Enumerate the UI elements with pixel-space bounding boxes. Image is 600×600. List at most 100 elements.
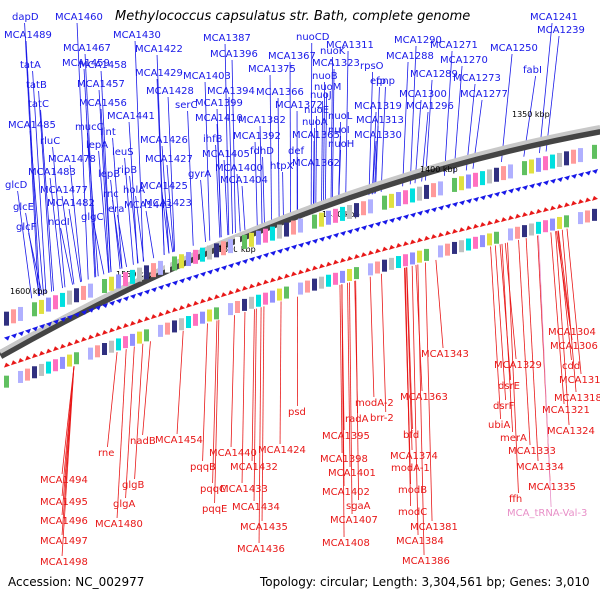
- feature-block: [81, 349, 86, 362]
- feature-block: [25, 304, 30, 319]
- forward-feature-arrow: [256, 254, 262, 260]
- reverse-gene-label: radA: [345, 414, 369, 425]
- reverse-feature-arrow: [305, 267, 311, 273]
- forward-gene-leader-line: [444, 50, 453, 176]
- forward-gene-label: MCA1426: [140, 135, 188, 146]
- feature-block: [319, 276, 324, 289]
- reverse-gene-leader-line: [339, 284, 343, 454]
- forward-gene-leader-lines: [17, 22, 560, 299]
- forward-gene-leader-line: [134, 40, 144, 262]
- reverse-gene-label: pqqB: [190, 462, 216, 473]
- forward-gene-leader-line: [331, 68, 335, 205]
- feature-block: [116, 274, 121, 289]
- reverse-gene-leader-line: [261, 306, 265, 522]
- forward-gene-label: MCA1250: [490, 43, 538, 54]
- feature-block: [186, 252, 191, 267]
- reverse-feature-arrow: [473, 223, 479, 229]
- reverse-gene-leader-line: [504, 243, 517, 360]
- forward-gene-label: tatB: [26, 80, 47, 91]
- reverse-feature-arrow: [60, 343, 66, 349]
- feature-block: [214, 307, 219, 320]
- reverse-gene-leader-line: [134, 343, 144, 480]
- feature-block: [284, 222, 289, 237]
- feature-block: [515, 162, 520, 177]
- feature-block: [277, 288, 282, 301]
- feature-block: [312, 214, 317, 229]
- reverse-feature-arrow: [522, 212, 528, 218]
- reverse-feature-arrow: [550, 205, 556, 211]
- forward-gene-label: MCA1427: [145, 154, 193, 165]
- feature-block: [298, 218, 303, 233]
- feature-block: [151, 327, 156, 340]
- reverse-feature-arrow: [319, 263, 325, 269]
- reverse-feature-arrow: [235, 287, 241, 293]
- feature-block: [445, 243, 450, 256]
- feature-block: [452, 241, 457, 254]
- feature-block: [67, 354, 72, 367]
- reverse-gene-leader-line: [507, 242, 519, 494]
- forward-gene-leader-line: [52, 146, 66, 288]
- reverse-gene-leader-line: [406, 267, 413, 451]
- forward-gene-leader-line: [204, 81, 211, 241]
- feature-block: [487, 233, 492, 246]
- reverse-gene-leader-line: [555, 231, 570, 426]
- forward-gene-leader-line: [24, 22, 39, 297]
- forward-gene-leader-line: [83, 68, 96, 278]
- forward-feature-arrow: [333, 232, 339, 238]
- feature-block: [32, 366, 37, 379]
- feature-block: [585, 146, 590, 161]
- forward-gene-leader-line: [241, 185, 246, 231]
- reverse-gene-label: cdd: [562, 361, 580, 372]
- forward-gene-leader-line: [262, 156, 265, 225]
- forward-gene-label: MCA1430: [113, 30, 161, 41]
- feature-block: [564, 151, 569, 166]
- forward-gene-label: ihfB: [203, 134, 223, 145]
- feature-block: [95, 345, 100, 358]
- forward-gene-leader-line: [38, 90, 53, 292]
- feature-tracks: [4, 144, 598, 388]
- forward-gene-label: MCA1485: [8, 120, 56, 131]
- feature-block: [74, 288, 79, 303]
- forward-feature-arrow: [585, 170, 591, 176]
- reverse-feature-arrow: [501, 217, 507, 223]
- reverse-gene-label: MCA1436: [237, 544, 285, 555]
- reverse-gene-label: MCA1407: [330, 515, 378, 526]
- forward-feature-arrow: [172, 280, 178, 286]
- forward-feature-arrow: [305, 240, 311, 246]
- forward-feature-arrow: [403, 214, 409, 220]
- feature-block: [382, 195, 387, 210]
- forward-gene-label: MCA1410: [195, 113, 243, 124]
- forward-gene-label: serC: [175, 100, 197, 111]
- forward-gene-label: efp: [370, 76, 386, 87]
- forward-gene-label: MCA1323: [312, 58, 360, 69]
- reverse-feature-arrow: [571, 200, 577, 206]
- forward-gene-label: nuoE: [304, 105, 329, 116]
- feature-block: [123, 336, 128, 349]
- reverse-gene-label: MCA1386: [402, 556, 450, 567]
- feature-block: [158, 324, 163, 337]
- forward-gene-label: MCA1319: [354, 101, 402, 112]
- feature-block: [221, 305, 226, 318]
- feature-block: [67, 290, 72, 305]
- forward-feature-arrow: [466, 198, 472, 204]
- reverse-feature-arrow: [67, 341, 73, 347]
- forward-gene-label: lint: [100, 127, 116, 138]
- forward-gene-leader-line: [98, 89, 110, 273]
- forward-feature-arrow: [291, 244, 297, 250]
- forward-gene-leader-line: [100, 108, 112, 273]
- forward-gene-label: glgC: [81, 212, 103, 223]
- feature-block: [431, 183, 436, 198]
- feature-block: [207, 309, 212, 322]
- reverse-feature-arrow: [424, 235, 430, 241]
- feature-block: [410, 188, 415, 203]
- reverse-gene-label: nadB: [130, 436, 156, 447]
- feature-block: [88, 347, 93, 360]
- reverse-gene-label: sgaA: [346, 501, 371, 512]
- feature-block: [200, 247, 205, 262]
- forward-gene-label: MCA1270: [440, 55, 488, 66]
- reverse-feature-arrow: [543, 207, 549, 213]
- reverse-feature-arrow: [256, 281, 262, 287]
- forward-gene-leader-line: [167, 96, 176, 252]
- reverse-gene-label: MCA1432: [230, 462, 278, 473]
- reverse-feature-arrow: [480, 222, 486, 228]
